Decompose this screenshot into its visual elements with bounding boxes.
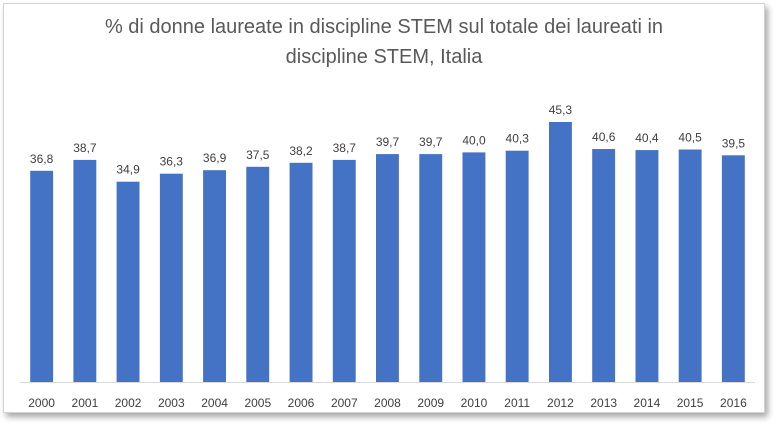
data-label-2014: 40,4 bbox=[635, 131, 659, 145]
data-label-2002: 34,9 bbox=[116, 163, 140, 177]
x-tick-2007: 2007 bbox=[331, 396, 358, 410]
x-tick-2003: 2003 bbox=[158, 396, 185, 410]
x-tick-2002: 2002 bbox=[115, 396, 142, 410]
x-tick-2014: 2014 bbox=[634, 396, 661, 410]
x-tick-2000: 2000 bbox=[28, 396, 55, 410]
chart-title: % di donne laureate in discipline STEM s… bbox=[4, 12, 764, 72]
data-label-2010: 40,0 bbox=[462, 133, 486, 147]
data-label-2016: 39,5 bbox=[722, 136, 746, 150]
bar-2001 bbox=[73, 159, 97, 382]
bar-2012 bbox=[549, 122, 572, 382]
x-tick-2011: 2011 bbox=[504, 396, 530, 410]
x-tick-2013: 2013 bbox=[590, 396, 617, 410]
chart-title-line-1: % di donne laureate in discipline STEM s… bbox=[104, 16, 664, 38]
data-label-2007: 38,7 bbox=[333, 141, 357, 155]
bar-2010 bbox=[462, 152, 486, 382]
data-label-2001: 38,7 bbox=[73, 141, 97, 155]
data-label-2006: 38,2 bbox=[289, 144, 313, 158]
bar-2004 bbox=[203, 170, 226, 382]
x-tick-2001: 2001 bbox=[72, 396, 99, 410]
data-label-2003: 36,3 bbox=[160, 155, 184, 169]
bar-2014 bbox=[635, 150, 659, 382]
data-label-2012: 45,3 bbox=[549, 103, 573, 117]
x-tick-2012: 2012 bbox=[547, 396, 574, 410]
bar-2008 bbox=[376, 154, 399, 382]
chart-title-line-2: discipline STEM, Italia bbox=[285, 46, 483, 68]
bar-2011 bbox=[505, 150, 529, 382]
bar-2013 bbox=[592, 149, 616, 382]
bar-2016 bbox=[721, 155, 745, 382]
x-tick-2008: 2008 bbox=[374, 396, 401, 410]
data-label-2008: 39,7 bbox=[376, 135, 400, 149]
bar-2006 bbox=[289, 162, 313, 382]
bar-2005 bbox=[246, 166, 270, 382]
bar-2002 bbox=[116, 181, 140, 382]
data-label-2004: 36,9 bbox=[203, 151, 227, 165]
bar-2003 bbox=[159, 173, 183, 382]
x-tick-2009: 2009 bbox=[417, 396, 444, 410]
x-tick-2006: 2006 bbox=[288, 396, 315, 410]
data-label-2005: 37,5 bbox=[246, 148, 270, 162]
x-tick-2016: 2016 bbox=[720, 396, 747, 410]
bar-2009 bbox=[419, 154, 443, 382]
data-label-2000: 36,8 bbox=[30, 152, 54, 166]
data-label-2015: 40,5 bbox=[678, 131, 702, 145]
data-label-2009: 39,7 bbox=[419, 135, 443, 149]
x-tick-2015: 2015 bbox=[677, 396, 704, 410]
bar-2000 bbox=[30, 170, 54, 382]
bar-2015 bbox=[678, 149, 702, 382]
x-tick-2005: 2005 bbox=[244, 396, 271, 410]
x-tick-2004: 2004 bbox=[201, 396, 228, 410]
bar-2007 bbox=[332, 159, 356, 382]
x-tick-2010: 2010 bbox=[461, 396, 488, 410]
data-label-2013: 40,6 bbox=[592, 130, 616, 144]
data-label-2011: 40,3 bbox=[506, 132, 530, 146]
